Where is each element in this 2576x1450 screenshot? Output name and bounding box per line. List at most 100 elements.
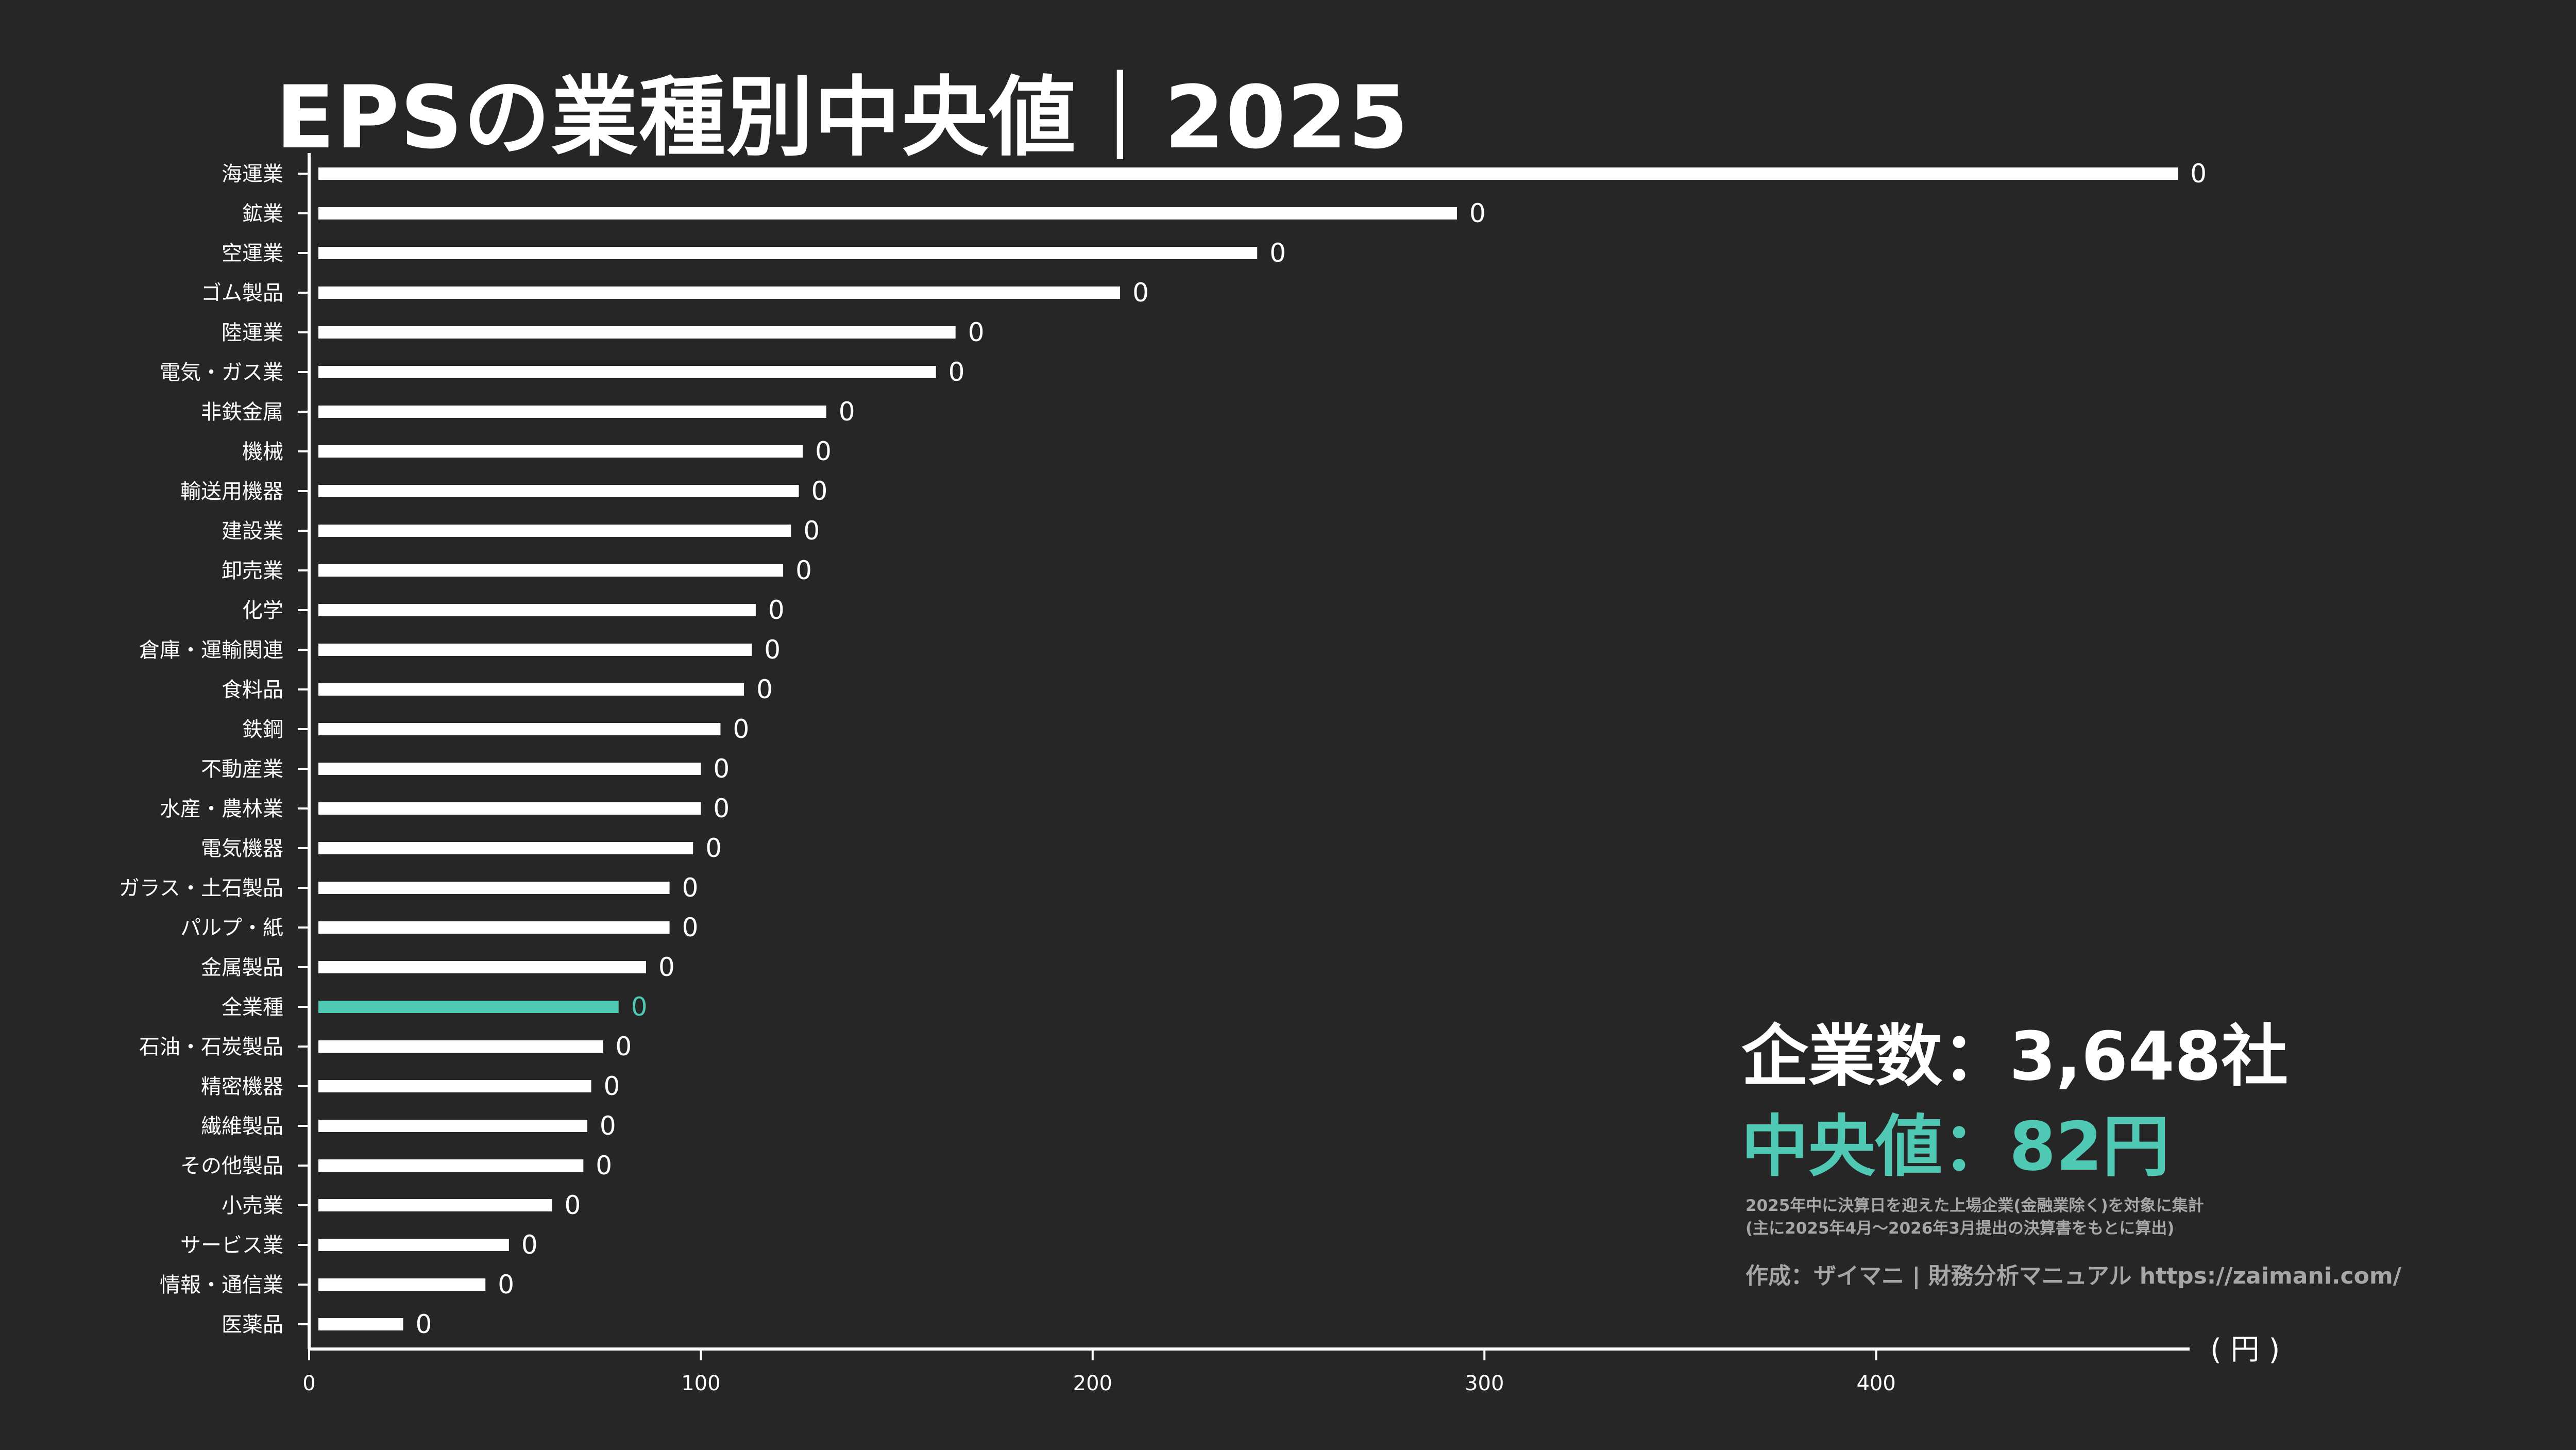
bar-value-label: 0 <box>803 516 820 546</box>
methodology-note: 2025年中に決算日を迎えた上場企業(金融業除く)を対象に集計 (主に2025年… <box>1745 1194 2204 1240</box>
category-label: 輸送用機器 <box>180 480 283 503</box>
category-label: 鉱業 <box>242 202 283 226</box>
bar-value-label: 0 <box>1469 198 1486 228</box>
category-label: 倉庫・運輸関連 <box>139 638 283 662</box>
category-label: 不動産業 <box>201 757 283 781</box>
bar-value-label: 0 <box>764 635 781 665</box>
category-label: その他製品 <box>180 1154 283 1178</box>
category-label: 全業種 <box>222 996 283 1019</box>
bar-value-label: 0 <box>795 555 812 585</box>
bar <box>318 683 744 696</box>
category-label: 機械 <box>242 440 283 464</box>
median-label: 中央値： <box>1741 1107 2010 1186</box>
company-count-label: 企業数： <box>1741 1017 2010 1095</box>
x-axis-unit-label: ( 円 ) <box>2210 1333 2280 1367</box>
bar <box>318 366 936 378</box>
bar <box>318 445 803 458</box>
methodology-note-line2: (主に2025年4月〜2026年3月提出の決算書をもとに算出) <box>1745 1219 2175 1238</box>
bar <box>318 882 670 894</box>
bar <box>318 406 826 418</box>
category-label: 精密機器 <box>201 1075 283 1099</box>
bar <box>318 1040 603 1053</box>
chart-title: EPSの業種別中央値｜2025 <box>276 67 1410 168</box>
x-ticks-layer: 0 100 200 300 400 <box>302 1349 1896 1395</box>
bar <box>318 247 1258 259</box>
bar-value-label: 0 <box>600 1111 616 1141</box>
category-label: サービス業 <box>180 1234 283 1257</box>
category-label: 電気・ガス業 <box>160 361 283 384</box>
bar-value-label: 0 <box>2190 159 2207 189</box>
bar <box>318 485 799 497</box>
bar-value-label: 0 <box>631 992 648 1022</box>
bar <box>318 1159 584 1172</box>
bar <box>318 564 784 577</box>
category-label: 金属製品 <box>201 956 283 980</box>
x-tick-label: 0 <box>302 1372 315 1395</box>
category-label: 医薬品 <box>222 1313 283 1337</box>
category-label: 化学 <box>242 599 283 622</box>
bar-value-label: 0 <box>658 952 675 982</box>
bar <box>318 207 1458 220</box>
bar <box>318 604 756 616</box>
bar <box>318 326 956 339</box>
category-label: 卸売業 <box>222 559 283 583</box>
company-count-value: 3,648社 <box>2009 1017 2289 1095</box>
bar-value-label: 0 <box>948 357 965 387</box>
methodology-note-line1: 2025年中に決算日を迎えた上場企業(金融業除く)を対象に集計 <box>1745 1196 2204 1215</box>
bar-value-label: 0 <box>713 794 730 823</box>
bar-value-label: 0 <box>521 1230 538 1260</box>
bar <box>318 961 646 973</box>
category-label: 食料品 <box>222 678 283 702</box>
highlight-bar <box>318 1001 619 1013</box>
bar-value-label: 0 <box>604 1071 620 1101</box>
bar-value-label: 0 <box>968 317 985 347</box>
category-label: ゴム製品 <box>201 281 283 305</box>
bar <box>318 921 670 934</box>
x-tick-label: 100 <box>681 1372 720 1395</box>
bar <box>318 1080 591 1092</box>
bar-value-label: 0 <box>416 1309 432 1339</box>
x-tick-label: 300 <box>1465 1372 1504 1395</box>
category-label: パルプ・紙 <box>180 916 283 940</box>
bar-value-label: 0 <box>498 1270 514 1300</box>
bar-value-label: 0 <box>733 714 749 744</box>
bar <box>318 1318 403 1330</box>
bar-value-label: 0 <box>615 1032 632 1061</box>
bar-value-label: 0 <box>839 397 855 427</box>
category-label: 石油・石炭製品 <box>139 1035 283 1059</box>
category-label: 鉄鋼 <box>242 718 283 741</box>
bar-value-label: 0 <box>705 833 722 863</box>
category-label: 電気機器 <box>201 837 283 861</box>
x-tick-label: 400 <box>1856 1372 1895 1395</box>
bar-value-label: 0 <box>1269 238 1286 268</box>
bar-value-label: 0 <box>815 436 832 466</box>
bar <box>318 1239 509 1251</box>
bar-value-label: 0 <box>682 873 699 903</box>
bar <box>318 763 701 775</box>
bar-value-label: 0 <box>596 1151 612 1181</box>
bar-value-label: 0 <box>1132 278 1149 308</box>
bars-layer: 海運業 0 鉱業 0 空運業 0 ゴム製品 0 陸運業 0 電気・ガス業 0 非鉄金属 0 機械 0 輸送用機器… <box>119 159 2207 1339</box>
company-count: 企業数：3,648社 <box>1741 1002 2288 1099</box>
category-label: 繊維製品 <box>201 1115 283 1138</box>
bar <box>318 1120 587 1132</box>
bar-value-label: 0 <box>768 595 785 625</box>
category-label: 建設業 <box>222 519 283 543</box>
x-tick-label: 200 <box>1073 1372 1112 1395</box>
bar-value-label: 0 <box>713 754 730 784</box>
bar <box>318 842 693 854</box>
bar-value-label: 0 <box>811 476 828 506</box>
median-summary: 中央値：82円 <box>1741 1092 2170 1189</box>
bar <box>318 802 701 815</box>
category-label: 陸運業 <box>222 321 283 345</box>
bar <box>318 525 791 537</box>
category-label: 非鉄金属 <box>201 400 283 424</box>
bar-value-label: 0 <box>564 1190 581 1220</box>
bar <box>318 723 721 735</box>
category-label: 空運業 <box>222 242 283 265</box>
category-label: 水産・農林業 <box>160 797 283 821</box>
credit-line: 作成：ザイマニ | 財務分析マニュアル https://zaimani.com/ <box>1745 1263 2401 1289</box>
median-value: 82円 <box>2009 1107 2170 1186</box>
category-label: 小売業 <box>222 1194 283 1218</box>
